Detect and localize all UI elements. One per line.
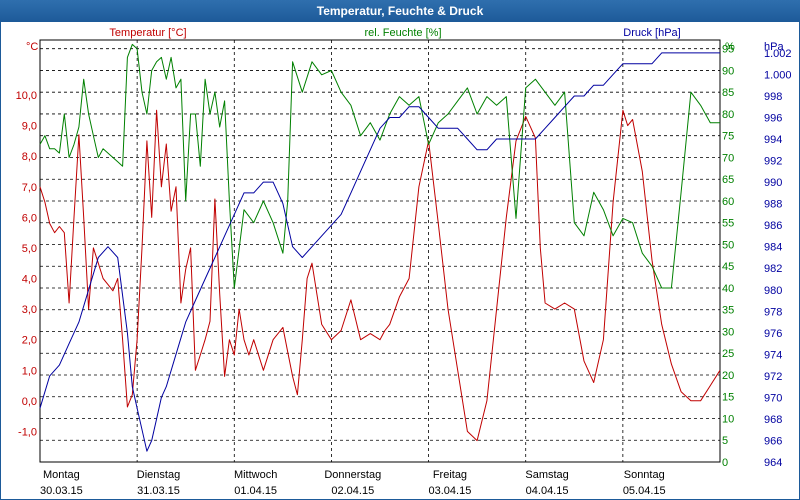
- humidity-tick-label: 60: [722, 196, 734, 208]
- pressure-line: [39, 52, 720, 452]
- temperature-tick-label: 8,0: [22, 151, 37, 163]
- humidity-tick-label: 65: [722, 174, 734, 186]
- temperature-tick-label: 0,0: [22, 396, 37, 408]
- humidity-tick-label: 35: [722, 305, 734, 317]
- humidity-tick-label: 80: [722, 109, 734, 121]
- pressure-axis-title: Druck [hPa]: [623, 27, 680, 39]
- temperature-unit-label: °C: [26, 41, 38, 53]
- date-label: 03.04.15: [429, 485, 472, 497]
- humidity-unit-label: %: [725, 41, 735, 53]
- temperature-tick-label: 7,0: [22, 182, 37, 194]
- day-label: Freitag: [433, 469, 467, 481]
- day-label: Sonntag: [624, 469, 665, 481]
- temperature-axis-title: Temperatur [°C]: [109, 27, 186, 39]
- date-label: 30.03.15: [40, 485, 83, 497]
- pressure-tick-label: 972: [764, 371, 782, 383]
- humidity-tick-label: 85: [722, 87, 734, 99]
- pressure-tick-label: 982: [764, 263, 782, 275]
- temperature-tick-label: 5,0: [22, 243, 37, 255]
- window-title: Temperatur, Feuchte & Druck: [0, 0, 800, 22]
- temperature-tick-label: 9,0: [22, 121, 37, 133]
- date-label: 31.03.15: [137, 485, 180, 497]
- pressure-tick-label: 986: [764, 220, 782, 232]
- temperature-tick-label: 4,0: [22, 274, 37, 286]
- pressure-unit-label: hPa: [764, 41, 784, 53]
- pressure-tick-label: 978: [764, 306, 782, 318]
- humidity-tick-label: 20: [722, 370, 734, 382]
- humidity-tick-label: 25: [722, 348, 734, 360]
- day-label: Mittwoch: [234, 469, 277, 481]
- temperature-line: [39, 109, 721, 442]
- humidity-tick-label: 10: [722, 413, 734, 425]
- pressure-tick-label: 1.000: [764, 69, 792, 81]
- day-label: Montag: [43, 469, 80, 481]
- pressure-tick-label: 988: [764, 199, 782, 211]
- humidity-tick-label: 15: [722, 392, 734, 404]
- pressure-tick-label: 968: [764, 414, 782, 426]
- pressure-tick-label: 998: [764, 91, 782, 103]
- humidity-tick-label: 5: [722, 435, 728, 447]
- pressure-tick-label: 970: [764, 392, 782, 404]
- temperature-tick-label: 6,0: [22, 212, 37, 224]
- day-label: Donnerstag: [324, 469, 381, 481]
- pressure-tick-label: 980: [764, 285, 782, 297]
- pressure-tick-label: 990: [764, 177, 782, 189]
- pressure-tick-label: 992: [764, 156, 782, 168]
- plot-area: [39, 39, 721, 463]
- date-label: 01.04.15: [234, 485, 277, 497]
- pressure-tick-label: 966: [764, 435, 782, 447]
- humidity-tick-label: 95: [722, 44, 734, 56]
- humidity-line: [39, 43, 720, 289]
- date-label: 05.04.15: [623, 485, 666, 497]
- pressure-tick-label: 1.002: [764, 48, 792, 60]
- temperature-tick-label: 1,0: [22, 365, 37, 377]
- humidity-tick-label: 55: [722, 218, 734, 230]
- pressure-tick-label: 984: [764, 242, 782, 254]
- temperature-tick-label: 2,0: [22, 335, 37, 347]
- pressure-tick-label: 996: [764, 113, 782, 125]
- humidity-tick-label: 50: [722, 239, 734, 251]
- temperature-tick-label: -1,0: [18, 426, 37, 438]
- day-label: Dienstag: [137, 469, 180, 481]
- temperature-tick-label: 3,0: [22, 304, 37, 316]
- humidity-axis-title: rel. Feuchte [%]: [364, 27, 441, 39]
- pressure-tick-label: 994: [764, 134, 782, 146]
- date-label: 02.04.15: [331, 485, 374, 497]
- pressure-tick-label: 976: [764, 328, 782, 340]
- temperature-tick-label: 10,0: [16, 90, 37, 102]
- day-label: Samstag: [525, 469, 568, 481]
- humidity-tick-label: 75: [722, 131, 734, 143]
- date-label: 04.04.15: [526, 485, 569, 497]
- humidity-tick-label: 0: [722, 457, 728, 469]
- humidity-tick-label: 90: [722, 65, 734, 77]
- humidity-tick-label: 70: [722, 152, 734, 164]
- humidity-tick-label: 30: [722, 326, 734, 338]
- humidity-tick-label: 45: [722, 261, 734, 273]
- humidity-tick-label: 40: [722, 283, 734, 295]
- pressure-tick-label: 974: [764, 349, 782, 361]
- pressure-tick-label: 964: [764, 457, 782, 469]
